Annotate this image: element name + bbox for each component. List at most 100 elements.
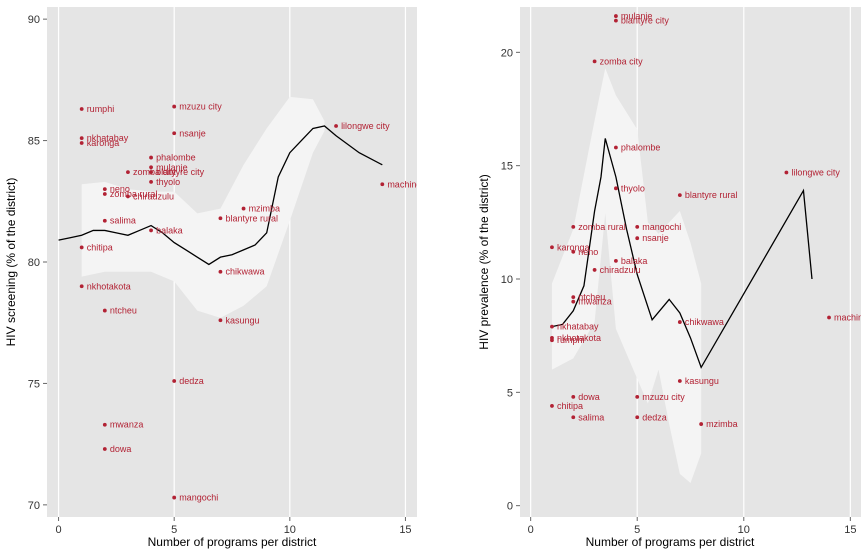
data-point	[172, 131, 177, 136]
data-point	[149, 228, 153, 233]
point-label: nkhatabay	[557, 322, 599, 332]
data-point	[550, 324, 554, 329]
smooth-line	[551, 138, 813, 369]
point-label: blantyre rural	[685, 190, 738, 200]
data-point	[218, 216, 223, 221]
data-point	[635, 415, 640, 420]
data-point	[79, 136, 84, 141]
point-label: blantyre city	[156, 167, 205, 177]
point-label: dowa	[110, 444, 132, 454]
point-label: mzuzu city	[642, 392, 685, 402]
y-tick-label: 75	[28, 378, 40, 390]
data-point	[550, 338, 554, 343]
point-label: balaka	[621, 256, 648, 266]
y-tick-label: 85	[28, 136, 40, 148]
point-label: mulanje	[156, 162, 188, 172]
data-point	[571, 249, 576, 254]
x-tick-label: 15	[399, 524, 411, 536]
point-label: nsanje	[642, 233, 669, 243]
y-tick-label: 15	[501, 161, 513, 173]
data-point	[827, 315, 831, 320]
data-point	[614, 145, 618, 150]
data-point	[126, 194, 130, 199]
data-point	[218, 318, 223, 323]
point-label: dedza	[179, 376, 204, 386]
data-point	[635, 394, 640, 399]
data-point	[784, 170, 789, 175]
y-tick-label: 10	[501, 274, 513, 286]
point-label: blantyre city	[621, 16, 670, 26]
point-label: zomba rural	[578, 222, 626, 232]
point-label: rumphi	[87, 104, 115, 114]
data-point	[571, 299, 576, 304]
data-point	[571, 224, 576, 229]
point-label: chitipa	[87, 242, 113, 252]
point-label: phalombe	[621, 143, 661, 153]
data-point	[102, 308, 107, 313]
point-label: blantyre rural	[225, 213, 278, 223]
data-point	[614, 14, 618, 18]
data-point	[699, 422, 704, 426]
confidence-band	[551, 68, 702, 483]
data-point	[677, 193, 682, 198]
point-label: dedza	[642, 412, 667, 422]
y-tick-label: 80	[28, 257, 40, 269]
point-label: nkhatabay	[87, 133, 129, 143]
point-label: zomba city	[600, 56, 644, 66]
point-label: zomba city	[133, 167, 177, 177]
data-point	[102, 187, 107, 192]
point-label: kasungu	[225, 315, 259, 325]
data-point	[102, 218, 107, 223]
x-tick-label: 10	[284, 524, 296, 536]
point-label: dowa	[578, 392, 600, 402]
data-point	[677, 379, 682, 383]
data-point	[102, 447, 107, 451]
point-label: neno	[578, 247, 598, 257]
point-label: thyolo	[621, 183, 645, 193]
point-label: salima	[578, 412, 604, 422]
data-point	[126, 170, 130, 175]
x-tick-label: 5	[171, 524, 177, 536]
y-tick-label: 0	[507, 501, 513, 513]
point-label: nsanje	[179, 128, 206, 138]
data-point	[635, 224, 640, 229]
x-axis-label: Number of programs per district	[148, 535, 317, 549]
point-label: nkhotakota	[87, 281, 131, 291]
point-label: salima	[110, 216, 136, 226]
data-point	[172, 379, 177, 383]
point-label: mzimba	[706, 419, 738, 429]
data-point	[614, 18, 618, 23]
data-point	[218, 269, 223, 274]
point-label: machinga	[834, 313, 861, 323]
data-point	[635, 236, 640, 241]
point-label: chiradzulu	[133, 191, 174, 201]
point-label: balaka	[156, 225, 183, 235]
point-label: phalombe	[156, 153, 196, 163]
y-tick-label: 70	[28, 500, 40, 512]
data-point	[677, 320, 682, 324]
y-tick-label: 90	[28, 14, 40, 26]
data-point	[172, 495, 177, 500]
point-label: chikwawa	[685, 317, 724, 327]
x-tick-label: 5	[634, 524, 640, 536]
point-label: rumphi	[557, 335, 585, 345]
point-label: mangochi	[179, 493, 218, 503]
x-tick-label: 0	[56, 524, 62, 536]
data-point	[550, 404, 554, 408]
confidence-band	[81, 96, 325, 318]
data-point	[592, 268, 597, 272]
x-tick-label: 10	[738, 524, 750, 536]
data-point	[102, 192, 107, 196]
data-point	[334, 124, 338, 128]
point-label: lilongwe city	[791, 167, 840, 177]
point-label: chitipa	[557, 401, 583, 411]
smooth-line	[58, 125, 383, 266]
point-label: kasungu	[685, 376, 719, 386]
point-label: mzimba	[249, 204, 281, 214]
point-label: mwanza	[110, 420, 144, 430]
